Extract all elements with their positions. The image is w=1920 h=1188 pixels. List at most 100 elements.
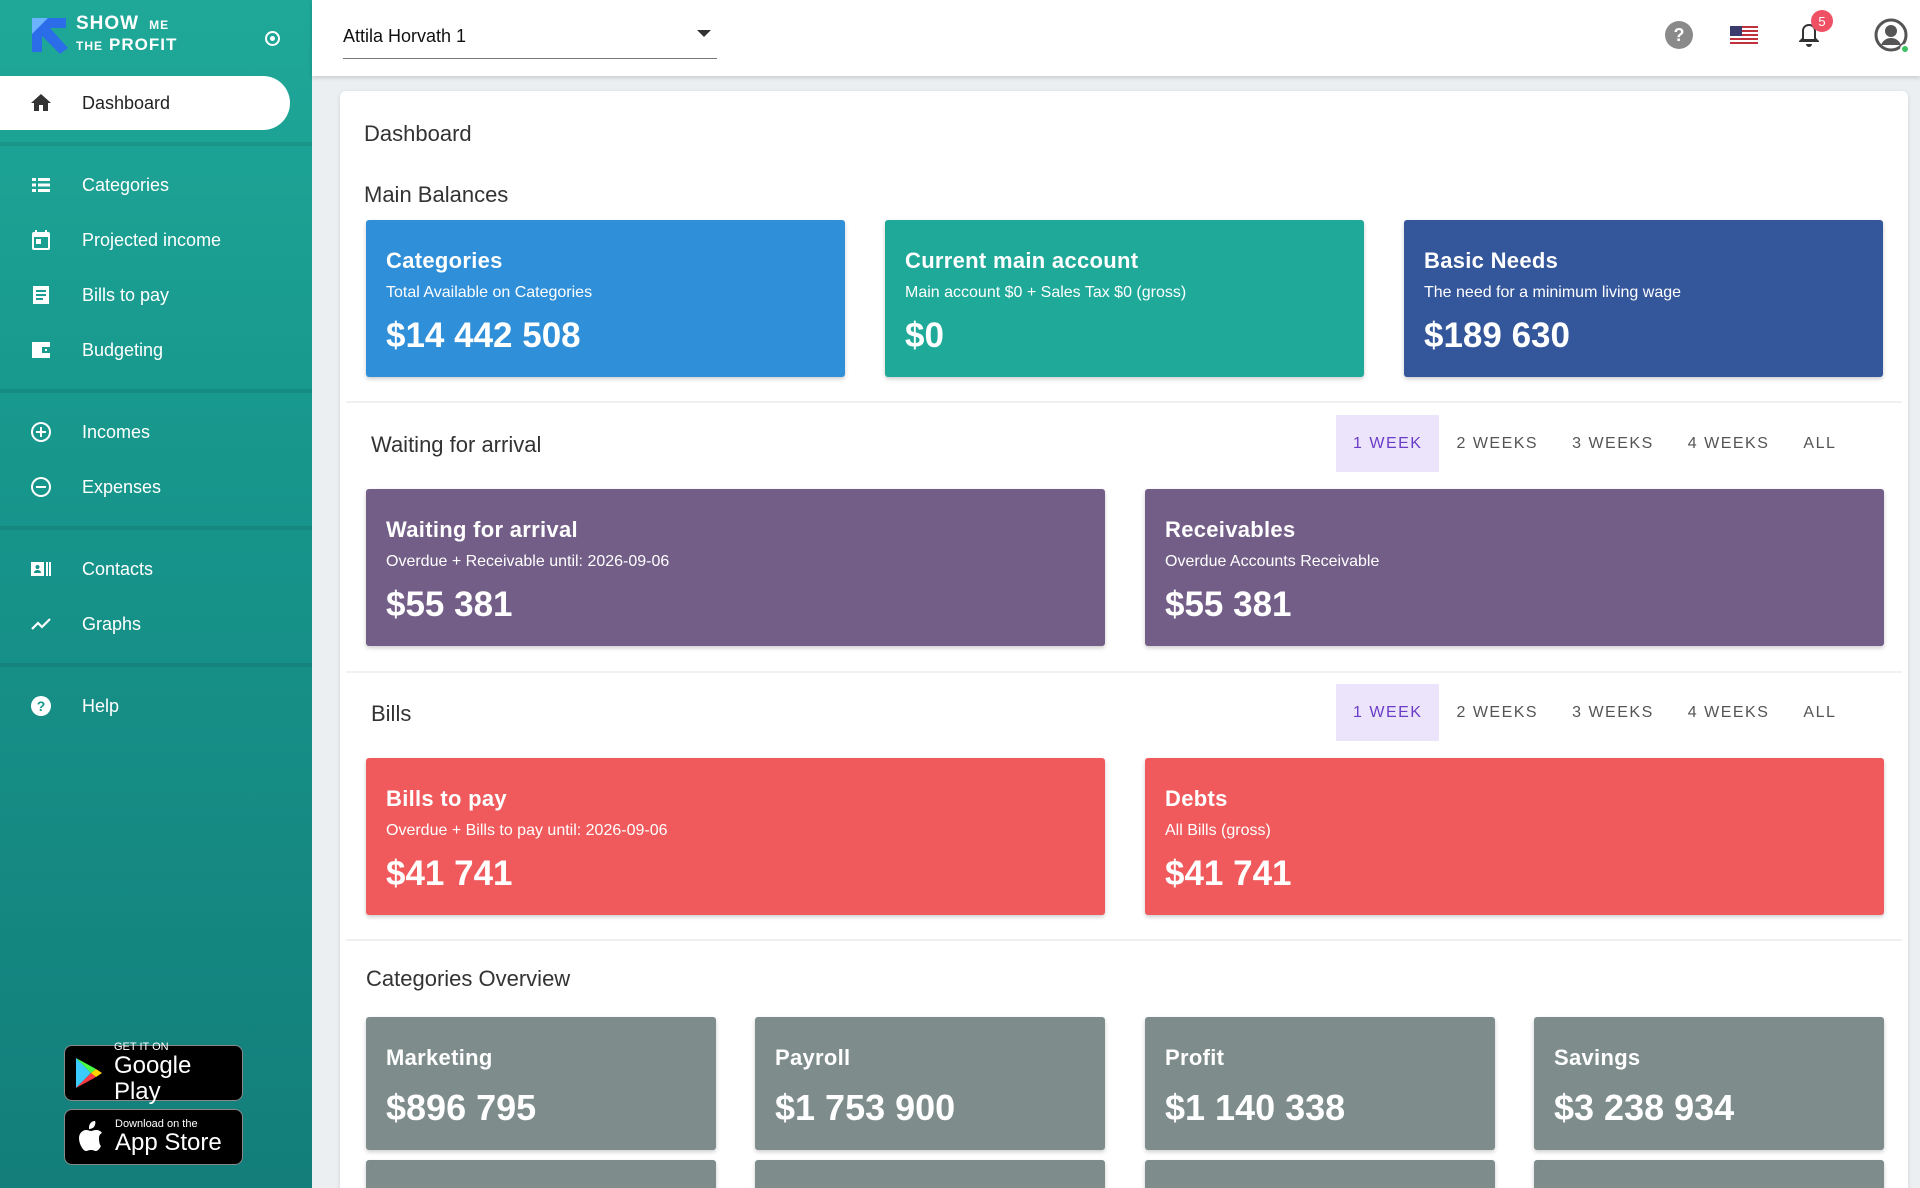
bills-period-tabs: 1 WEEK 2 WEEKS 3 WEEKS 4 WEEKS ALL <box>1336 684 1853 741</box>
sidebar-item-help[interactable]: ? Help <box>0 679 290 733</box>
tab-all[interactable]: ALL <box>1803 703 1837 721</box>
user-avatar[interactable] <box>1874 18 1910 54</box>
debts-card[interactable]: Debts All Bills (gross) $41 741 <box>1145 758 1884 915</box>
us-flag-icon <box>1730 26 1758 44</box>
sidebar-item-label: Graphs <box>82 613 142 634</box>
google-play-button[interactable]: GET IT ON Google Play <box>64 1041 243 1105</box>
sidebar-item-projected-income[interactable]: Projected income <box>0 213 290 267</box>
google-play-small-text: GET IT ON <box>113 1041 169 1053</box>
wallet-icon <box>32 342 50 358</box>
card-subtitle: All Bills (gross) <box>1165 822 1271 839</box>
logo-arrow-icon <box>32 18 68 54</box>
card-title: Savings <box>1554 1045 1641 1070</box>
basic-needs-card[interactable]: Basic Needs The need for a minimum livin… <box>1404 220 1883 377</box>
card-value: $55 381 <box>1165 585 1292 624</box>
logo[interactable]: SHOW ME THE PROFIT <box>28 12 177 58</box>
sidebar-pin-toggle[interactable] <box>265 31 280 46</box>
main-content: Dashboard Main Balances Categories Total… <box>340 91 1908 1188</box>
help-button[interactable]: ? <box>1662 18 1696 52</box>
card-subtitle: Total Available on Categories <box>386 284 593 301</box>
sidebar-item-budgeting[interactable]: Budgeting <box>0 323 290 377</box>
card-value: $3 238 934 <box>1554 1087 1735 1128</box>
card-title: Waiting for arrival <box>386 517 578 542</box>
bell-icon <box>1799 24 1819 47</box>
section-divider <box>346 671 1902 673</box>
sidebar: SHOW ME THE PROFIT Dashboard Categories Pr… <box>0 0 312 1188</box>
card-value: $14 442 508 <box>386 316 581 355</box>
sidebar-item-dashboard[interactable]: Dashboard <box>0 76 290 130</box>
sidebar-divider <box>0 663 312 667</box>
sidebar-item-categories[interactable]: Categories <box>0 158 290 212</box>
sidebar-item-bills-to-pay[interactable]: Bills to pay <box>0 268 290 322</box>
avatar-icon <box>1874 18 1908 52</box>
receipt-icon <box>33 286 49 304</box>
category-card-partial[interactable] <box>366 1160 716 1188</box>
card-value: $55 381 <box>386 585 513 624</box>
category-card-savings[interactable]: Savings $3 238 934 <box>1534 1017 1884 1150</box>
category-card-marketing[interactable]: Marketing $896 795 <box>366 1017 716 1150</box>
minus-circle-icon <box>31 477 51 497</box>
app-store-button[interactable]: Download on the App Store <box>64 1109 243 1165</box>
card-subtitle: Overdue Accounts Receivable <box>1165 553 1380 570</box>
sidebar-item-label: Categories <box>82 174 170 195</box>
card-title: Marketing <box>386 1045 493 1070</box>
sidebar-item-label: Projected income <box>82 229 222 250</box>
sidebar-divider <box>0 142 312 146</box>
section-divider <box>346 939 1902 941</box>
sidebar-divider <box>0 526 312 530</box>
main-balances-title: Main Balances <box>364 182 509 207</box>
notification-badge: 5 <box>1811 10 1833 32</box>
logo-word-me: ME <box>149 18 170 32</box>
notifications-button[interactable]: 5 <box>1792 10 1833 52</box>
waiting-section-title: Waiting for arrival <box>371 432 542 457</box>
card-title: Profit <box>1165 1045 1225 1070</box>
tab-2-weeks[interactable]: 2 WEEKS <box>1456 703 1539 721</box>
sidebar-item-expenses[interactable]: Expenses <box>0 460 290 514</box>
category-card-partial[interactable] <box>755 1160 1105 1188</box>
app-store-small-text: Download on the <box>115 1118 198 1130</box>
card-subtitle: The need for a minimum living wage <box>1424 284 1682 301</box>
category-card-partial[interactable] <box>1534 1160 1884 1188</box>
tab-4-weeks[interactable]: 4 WEEKS <box>1687 703 1770 721</box>
card-title: Receivables <box>1165 517 1296 542</box>
sidebar-item-label: Help <box>82 695 120 716</box>
sidebar-divider <box>0 389 312 393</box>
waiting-period-tabs: 1 WEEK 2 WEEKS 3 WEEKS 4 WEEKS ALL <box>1336 415 1853 472</box>
tab-3-weeks[interactable]: 3 WEEKS <box>1572 434 1654 452</box>
tab-3-weeks[interactable]: 3 WEEKS <box>1572 703 1654 721</box>
account-select[interactable]: Attila Horvath 1 <box>343 14 717 59</box>
account-select-value: Attila Horvath 1 <box>343 25 467 46</box>
waiting-for-arrival-card[interactable]: Waiting for arrival Overdue + Receivable… <box>366 489 1105 646</box>
receivables-card[interactable]: Receivables Overdue Accounts Receivable … <box>1145 489 1884 646</box>
category-card-payroll[interactable]: Payroll $1 753 900 <box>755 1017 1105 1150</box>
tab-2-weeks[interactable]: 2 WEEKS <box>1456 434 1539 452</box>
tab-1-week[interactable]: 1 WEEK <box>1336 684 1440 741</box>
page-title: Dashboard <box>364 121 472 146</box>
logo-word-the: THE <box>76 39 103 53</box>
help-icon: ? <box>31 696 51 716</box>
contacts-icon <box>31 562 51 576</box>
card-subtitle: Main account $0 + Sales Tax $0 (gross) <box>905 284 1187 301</box>
category-card-partial[interactable] <box>1145 1160 1495 1188</box>
card-title: Payroll <box>775 1045 851 1070</box>
topbar: Attila Horvath 1 ? 5 <box>312 0 1920 76</box>
category-card-profit[interactable]: Profit $1 140 338 <box>1145 1017 1495 1150</box>
card-title: Bills to pay <box>386 786 507 811</box>
tab-4-weeks[interactable]: 4 WEEKS <box>1687 434 1770 452</box>
svg-text:?: ? <box>1674 25 1685 45</box>
sidebar-item-graphs[interactable]: Graphs <box>0 597 290 651</box>
sidebar-item-label: Contacts <box>82 558 154 579</box>
language-button[interactable] <box>1727 18 1761 52</box>
tab-all[interactable]: ALL <box>1803 434 1837 452</box>
card-value: $0 <box>905 316 944 355</box>
tab-1-week[interactable]: 1 WEEK <box>1336 415 1440 472</box>
sidebar-item-incomes[interactable]: Incomes <box>0 405 290 459</box>
bills-to-pay-card[interactable]: Bills to pay Overdue + Bills to pay unti… <box>366 758 1105 915</box>
sidebar-item-label: Bills to pay <box>82 284 170 305</box>
main-account-card[interactable]: Current main account Main account $0 + S… <box>885 220 1364 377</box>
logo-word-show: SHOW <box>76 13 140 34</box>
card-value: $189 630 <box>1424 316 1570 355</box>
categories-balance-card[interactable]: Categories Total Available on Categories… <box>366 220 845 377</box>
sidebar-item-contacts[interactable]: Contacts <box>0 542 290 596</box>
card-subtitle: Overdue + Bills to pay until: 2026-09-06 <box>386 822 668 839</box>
